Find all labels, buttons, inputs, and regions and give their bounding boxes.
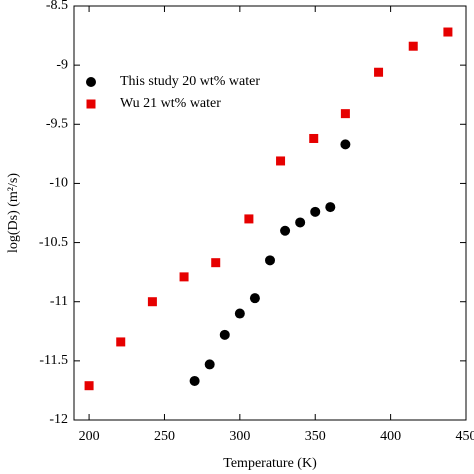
plot-frame	[73, 5, 467, 421]
legend-label: Wu 21 wt% water	[120, 96, 221, 111]
y-tick-label: -11	[50, 294, 68, 309]
point	[280, 225, 291, 236]
point	[325, 202, 336, 213]
legend-label: This study 20 wt% water	[120, 74, 260, 89]
x-tick-label: 300	[229, 429, 250, 444]
y-axis-label: log(Ds) (m²/s)	[6, 173, 21, 253]
point	[443, 27, 453, 37]
y-tick-label: -9.5	[46, 117, 68, 132]
point	[249, 293, 260, 304]
x-tick-label: 250	[154, 429, 175, 444]
y-tick-label: -9	[56, 57, 68, 72]
point	[265, 255, 275, 266]
y-tick-label: -8.5	[46, 0, 68, 13]
y-tick-label: -12	[49, 412, 68, 427]
x-axis-label: Temperature (K)	[223, 456, 317, 471]
point	[116, 337, 126, 347]
y-tick-label: -10	[49, 176, 68, 191]
y-tick-label: -10.5	[39, 235, 68, 250]
x-tick-label: 200	[79, 429, 100, 444]
point	[340, 109, 350, 119]
point	[276, 156, 286, 166]
legend-marker	[86, 77, 96, 87]
x-tick-label: 400	[380, 429, 401, 444]
point	[219, 329, 230, 340]
point	[309, 133, 319, 143]
y-tick-label: -11.5	[39, 353, 68, 368]
x-tick-label: 350	[305, 429, 326, 444]
point	[310, 206, 321, 217]
point	[147, 297, 157, 307]
legend-marker	[86, 99, 96, 109]
point	[408, 41, 418, 51]
point	[189, 375, 200, 386]
point	[211, 258, 221, 268]
point	[244, 214, 254, 224]
point	[374, 67, 384, 77]
point	[340, 139, 351, 150]
point	[234, 308, 245, 319]
point	[84, 381, 94, 391]
point	[204, 359, 215, 370]
x-tick-label: 450	[456, 429, 474, 444]
point	[295, 217, 306, 228]
point	[179, 272, 189, 282]
